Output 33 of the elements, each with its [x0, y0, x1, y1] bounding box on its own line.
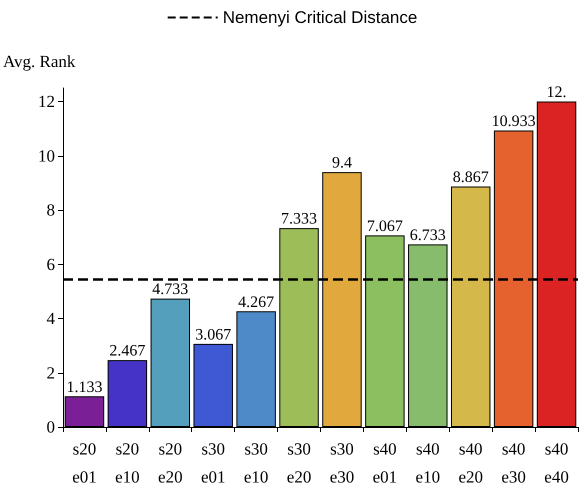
- x-tick-label: s40 e40: [544, 440, 569, 486]
- data-label: 1.133: [66, 378, 102, 396]
- y-tick-label: 10: [38, 146, 55, 166]
- y-tick-label: 12: [38, 92, 55, 112]
- data-label: 4.733: [152, 281, 188, 298]
- y-tick-label: 2: [46, 363, 55, 382]
- y-tick-label: 6: [46, 254, 55, 274]
- y-tick-label: 0: [46, 418, 55, 436]
- data-label: 3.067: [195, 326, 232, 344]
- data-label: 9.4: [332, 154, 352, 172]
- x-tick-label: s40 e01: [372, 440, 398, 486]
- x-tick-label: s20 e10: [115, 440, 140, 486]
- legend-label: Nemenyi Critical Distance: [222, 8, 418, 27]
- y-axis-title: Avg. Rank: [3, 52, 76, 71]
- x-tick-label: s30 e01: [200, 440, 226, 486]
- x-tick-label: s40 e30: [501, 440, 526, 486]
- x-tick-label: s30 e10: [244, 440, 268, 486]
- x-tick-label: s40 e20: [458, 440, 483, 486]
- data-label: 2.467: [109, 342, 146, 360]
- data-label: 4.267: [238, 294, 274, 311]
- x-tick-label: s40 e10: [416, 440, 440, 486]
- data-label: 12.: [546, 84, 567, 102]
- data-label: 10.933: [492, 112, 536, 130]
- x-tick-label: s20 e01: [72, 440, 97, 486]
- data-label: 6.733: [410, 226, 446, 244]
- x-tick-label: s20 e20: [158, 440, 183, 486]
- y-tick-label: 8: [46, 200, 55, 220]
- data-label: 7.067: [366, 218, 403, 235]
- y-tick-label: 4: [46, 309, 56, 328]
- x-tick-label: s30 e30: [330, 440, 354, 486]
- x-tick-label: s30 e20: [286, 440, 312, 486]
- data-label: 7.333: [281, 210, 318, 228]
- data-label: 8.867: [452, 169, 489, 186]
